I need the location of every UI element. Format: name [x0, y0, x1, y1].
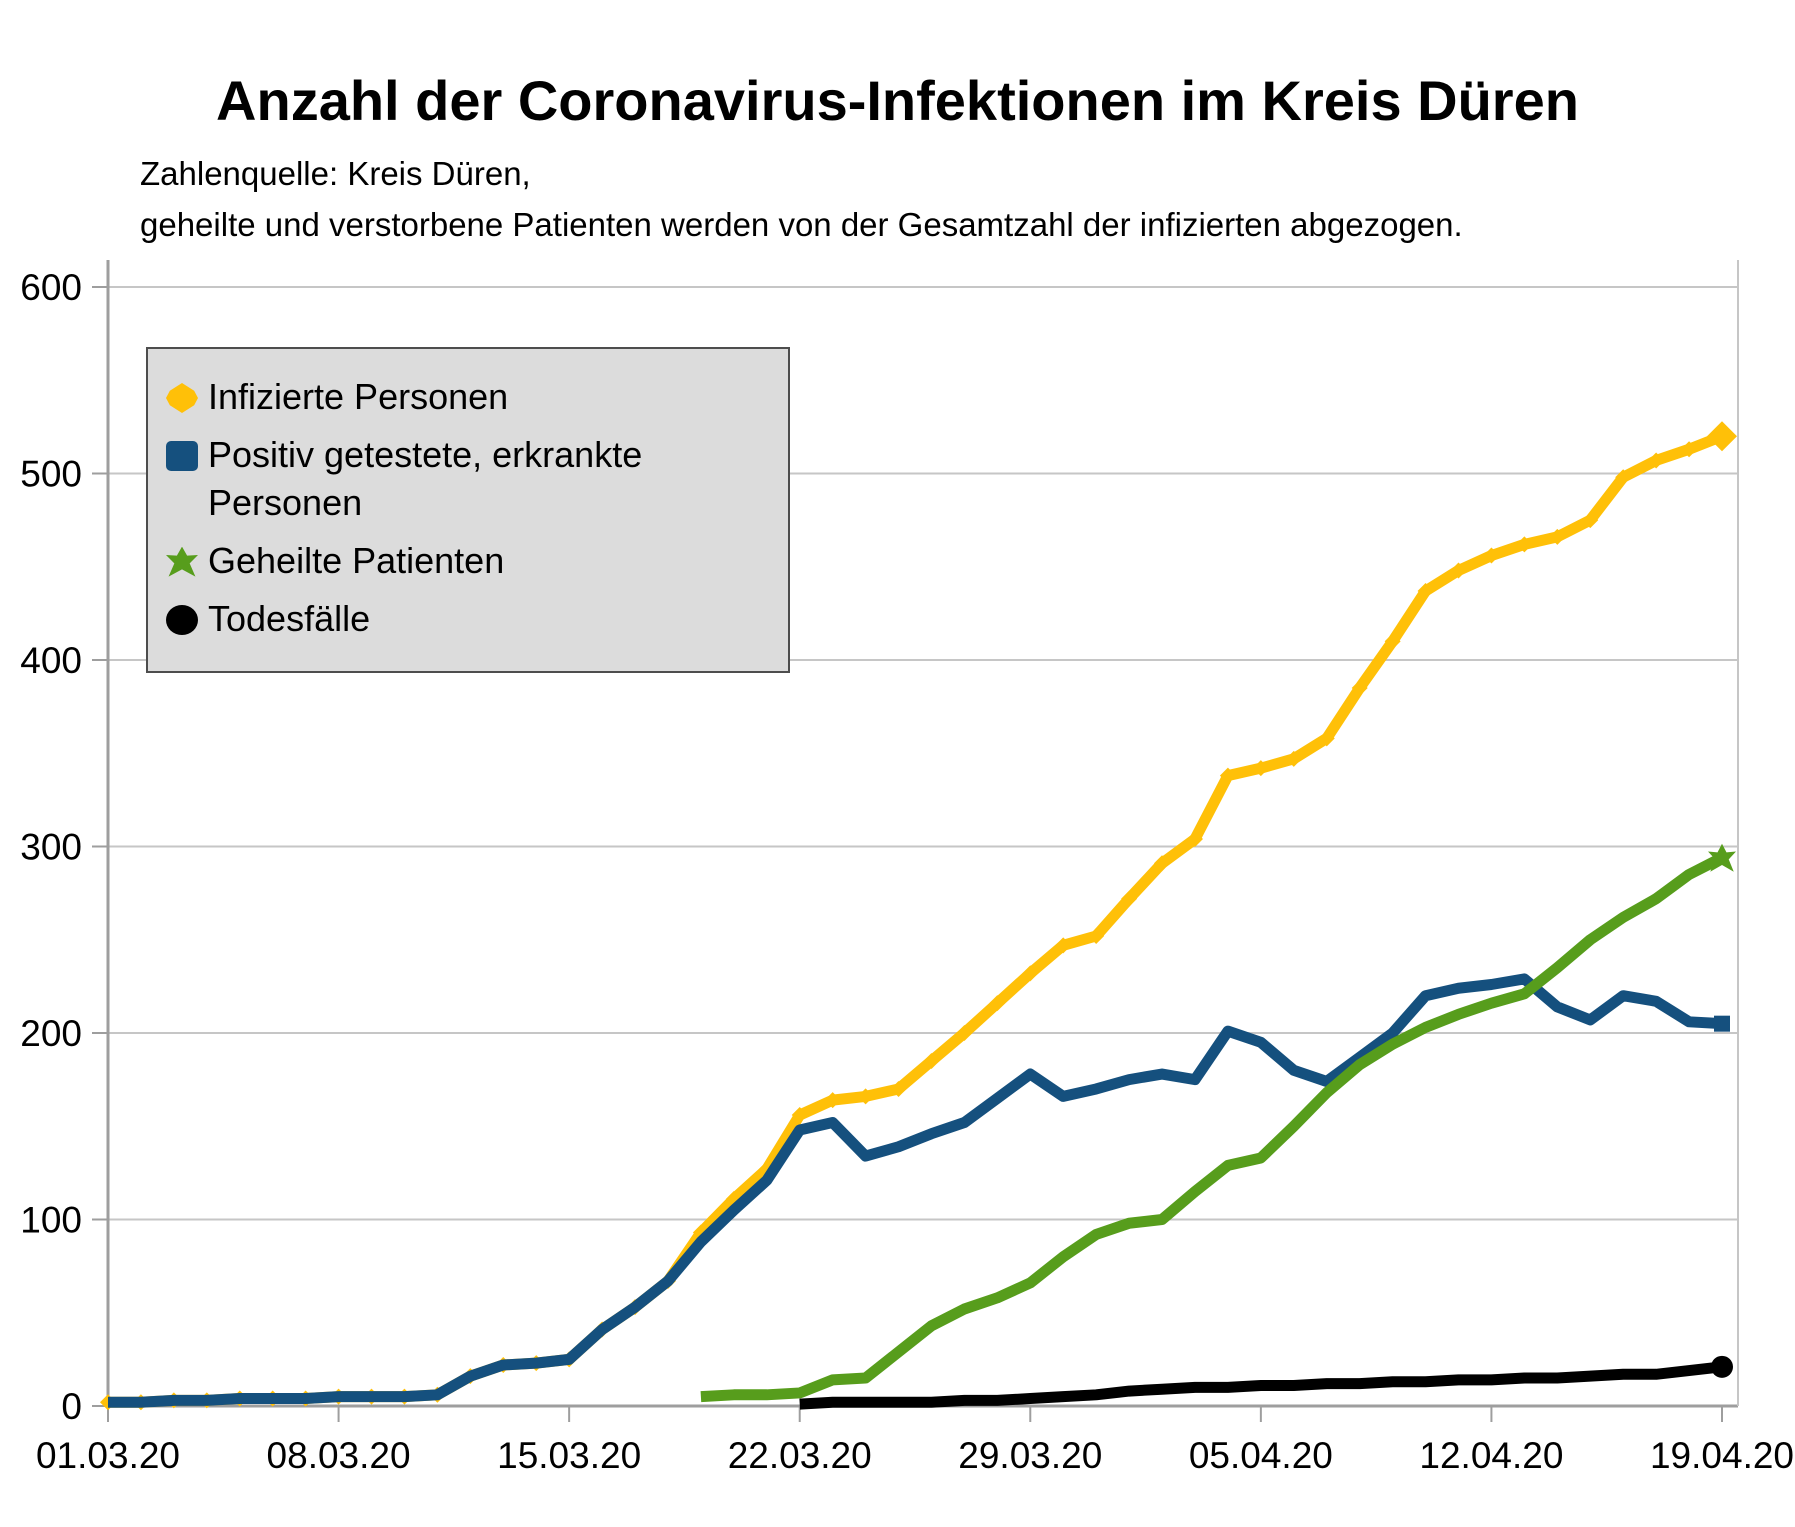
- data-point-diamond: [1681, 441, 1698, 458]
- data-point-diamond: [1549, 528, 1566, 545]
- legend-label: Todesfälle: [208, 597, 371, 639]
- legend-item-todesfaelle: Todesfälle: [166, 595, 770, 643]
- data-point-diamond: [1022, 965, 1039, 982]
- y-tick-label: 600: [20, 267, 82, 308]
- data-point-diamond: [1615, 469, 1632, 486]
- series-end-circle: [1711, 1355, 1733, 1378]
- data-point-diamond: [956, 1025, 973, 1041]
- data-point-diamond: [1582, 512, 1599, 529]
- x-tick-label: 01.03.20: [36, 1435, 180, 1476]
- series-line-3: [799, 1361, 1723, 1410]
- x-tick-label: 15.03.20: [497, 1435, 641, 1476]
- y-tick-label: 500: [20, 454, 82, 495]
- data-point-diamond: [1351, 679, 1368, 696]
- data-point-diamond: [791, 1107, 808, 1124]
- data-point-diamond: [1219, 767, 1236, 784]
- data-point-diamond: [1483, 547, 1500, 564]
- legend-label: Geheilte Patienten: [208, 539, 505, 581]
- data-point-diamond: [1154, 855, 1171, 872]
- y-tick-label: 400: [20, 640, 82, 681]
- series-end-square: [1714, 1015, 1730, 1032]
- data-point-diamond: [989, 995, 1006, 1012]
- data-point-diamond: [1088, 928, 1105, 945]
- data-point-diamond: [1648, 452, 1665, 469]
- y-tick-label: 100: [20, 1200, 82, 1241]
- x-tick-label: 22.03.20: [728, 1435, 872, 1476]
- data-point-diamond: [1186, 831, 1203, 848]
- data-point-diamond: [1318, 730, 1335, 747]
- data-point-diamond: [890, 1080, 907, 1097]
- series-line-1: [108, 973, 1723, 1408]
- x-tick-label: 29.03.20: [958, 1435, 1102, 1476]
- data-point-diamond: [1516, 536, 1533, 553]
- data-point-diamond: [1450, 562, 1467, 579]
- legend-label: Positiv getestete, erkrankte Personen: [208, 433, 643, 523]
- data-point-diamond: [1252, 760, 1269, 777]
- x-tick-label: 08.03.20: [267, 1435, 411, 1476]
- legend-item-infizierte: Infizierte Personen: [166, 373, 770, 421]
- y-tick-label: 300: [20, 827, 82, 868]
- data-point-diamond: [824, 1092, 841, 1109]
- y-tick-label: 200: [20, 1013, 82, 1054]
- diamond-marker-icon: [166, 383, 198, 413]
- x-tick-label: 12.04.20: [1419, 1435, 1563, 1476]
- x-tick-label: 05.04.20: [1189, 1435, 1333, 1476]
- data-point-diamond: [857, 1088, 874, 1105]
- data-point-diamond: [1121, 890, 1138, 907]
- data-point-diamond: [1384, 633, 1401, 650]
- chart-subtitle-line1: Zahlenquelle: Kreis Düren,: [140, 155, 531, 192]
- data-point-diamond: [923, 1052, 940, 1069]
- star-marker-icon: [166, 546, 198, 577]
- series-line-2: [700, 852, 1725, 1403]
- legend-item-geheilte: Geheilte Patienten: [166, 537, 770, 585]
- square-marker-icon: [166, 440, 198, 471]
- chart-title: Anzahl der Coronavirus-Infektionen im Kr…: [216, 69, 1579, 132]
- series-end-star: [1708, 843, 1736, 872]
- series-end-diamond: [1707, 421, 1737, 452]
- data-point-diamond: [1055, 937, 1072, 954]
- chart-subtitle: Zahlenquelle: Kreis Düren, geheilte und …: [140, 148, 1463, 250]
- x-tick-label: 19.04.20: [1650, 1435, 1794, 1476]
- circle-marker-icon: [166, 604, 198, 635]
- y-tick-label: 0: [61, 1386, 82, 1427]
- legend-label: Infizierte Personen: [208, 376, 509, 417]
- data-point-diamond: [1417, 582, 1434, 599]
- chart-subtitle-line2: geheilte und verstorbene Patienten werde…: [140, 206, 1463, 244]
- chart-legend: Infizierte Personen Positiv getestete, e…: [146, 347, 790, 673]
- legend-item-positiv-getestete: Positiv getestete, erkrankte Personen: [166, 431, 770, 527]
- data-point-diamond: [1285, 750, 1302, 767]
